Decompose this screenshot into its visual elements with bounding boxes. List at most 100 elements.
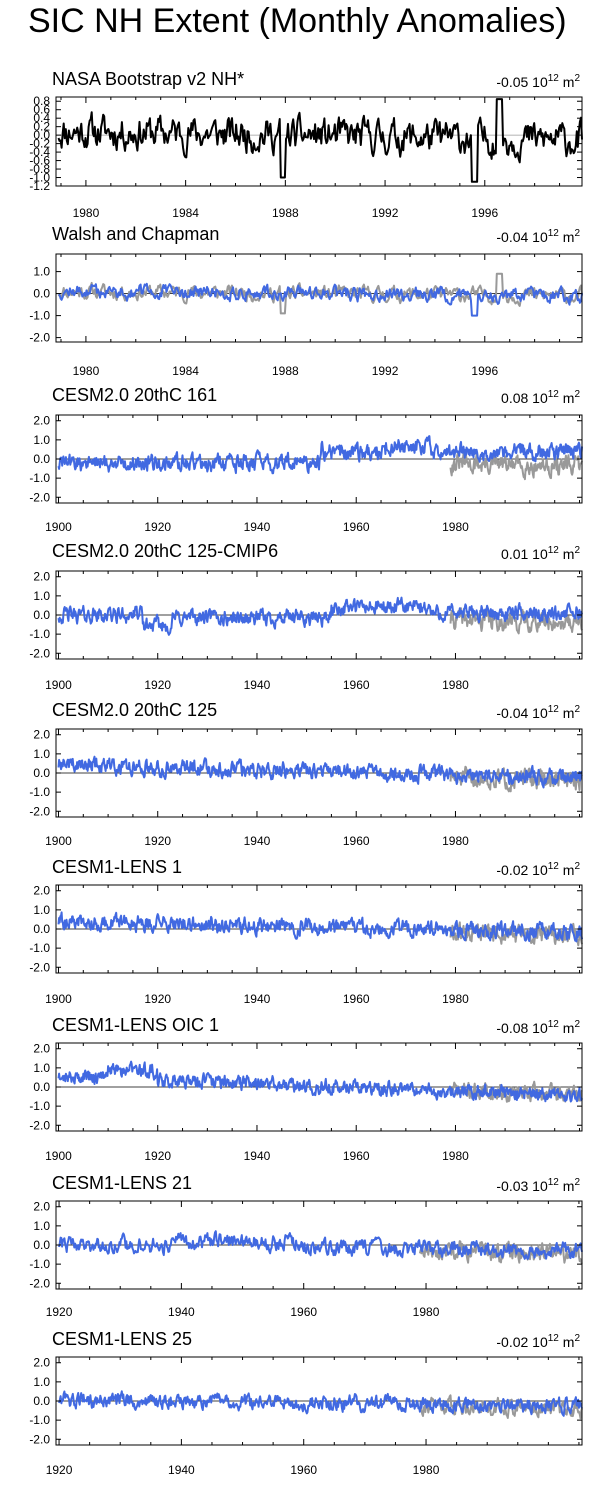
x-tick-label: 1984: [172, 364, 199, 378]
y-tick-label: 1.0: [33, 1219, 50, 1233]
y-tick-label: 1.0: [33, 433, 50, 447]
y-tick-label: 0.6: [33, 103, 50, 117]
x-tick-label: 1920: [144, 1149, 171, 1163]
x-tick-label: 1980: [442, 1149, 469, 1163]
x-tick-label: 1992: [372, 206, 399, 220]
chart-annotation: -0.02 1012 m2: [496, 1333, 580, 1350]
series-line-2: [57, 1060, 583, 1103]
x-tick-label: 1960: [343, 992, 370, 1006]
y-tick-label: 2.0: [33, 1200, 50, 1214]
plot-frame: [55, 253, 583, 343]
y-tick-label: -2.0: [29, 1432, 50, 1446]
chart-title: CESM1-LENS OIC 1: [52, 1015, 219, 1035]
series-line-2: [57, 435, 583, 475]
y-tick-label: 0.0: [33, 766, 50, 780]
y-tick-label: 0.0: [33, 1394, 50, 1408]
chart-annotation: -0.04 1012 m2: [496, 704, 580, 721]
x-tick-label: 1900: [45, 678, 72, 692]
y-tick-label: -0.4: [29, 145, 50, 159]
chart-panel-3: CESM2.0 20thC 161 0.08 1012 m2 2.0 1.0 0.0 -1…: [29, 385, 583, 534]
y-tick-label: 0.4: [33, 111, 50, 125]
x-tick-label: 1900: [45, 992, 72, 1006]
chart-annotation: -0.04 1012 m2: [496, 228, 580, 245]
y-tick-label: -1.0: [29, 941, 50, 955]
y-tick-label: -1.0: [29, 309, 50, 323]
y-tick-label: 0.0: [33, 287, 50, 301]
chart-title: NASA Bootstrap v2 NH*: [52, 69, 244, 89]
y-tick-label: -2.0: [29, 490, 50, 504]
y-tick-label: -1.0: [29, 627, 50, 641]
x-tick-label: 1980: [73, 364, 100, 378]
x-tick-label: 1992: [372, 364, 399, 378]
x-tick-label: 1940: [244, 834, 271, 848]
y-tick-label: 1.0: [33, 1061, 50, 1075]
y-tick-label: 2.0: [33, 414, 50, 428]
y-tick-label: -2.0: [29, 331, 50, 345]
x-tick-label: 1960: [343, 678, 370, 692]
x-tick-label: 1980: [442, 834, 469, 848]
y-tick-label: 1.0: [33, 747, 50, 761]
chart-panel-2: Walsh and Chapman -0.04 1012 m2 1.0 0.0 -1.0…: [29, 224, 583, 378]
x-tick-label: 1940: [244, 1149, 271, 1163]
chart-annotation: -0.03 1012 m2: [496, 1177, 580, 1194]
chart-panel-4: CESM2.0 20thC 125-CMIP6 0.01 1012 m2 2.0 1.…: [29, 541, 583, 692]
y-tick-label: -2.0: [29, 1276, 50, 1290]
y-tick-label: -0.8: [29, 162, 50, 176]
x-tick-label: 1996: [471, 364, 498, 378]
y-tick-label: -2.0: [29, 960, 50, 974]
chart-annotation: -0.05 1012 m2: [496, 73, 580, 90]
series-line-1: [449, 452, 583, 481]
y-tick-label: -2.0: [29, 646, 50, 660]
series-line-2: [57, 911, 583, 943]
chart-annotation: -0.08 1012 m2: [496, 1019, 580, 1036]
x-tick-label: 1940: [244, 992, 271, 1006]
y-tick-label: -1.0: [29, 171, 50, 185]
chart-panel-7: CESM1-LENS OIC 1 -0.08 1012 m2 2.0 1.0 0.0 -1…: [29, 1015, 583, 1163]
plot-frame: [55, 96, 583, 187]
x-tick-label: 1980: [73, 206, 100, 220]
x-tick-label: 1980: [442, 992, 469, 1006]
x-tick-label: 1980: [413, 1305, 440, 1319]
chart-panel-5: CESM2.0 20thC 125 -0.04 1012 m2 2.0 1.0 0.0 -…: [29, 700, 583, 848]
y-tick-label: -1.2: [29, 179, 50, 193]
x-tick-label: 1900: [45, 520, 72, 534]
chart-title: CESM1-LENS 1: [52, 857, 182, 877]
x-tick-label: 1960: [343, 834, 370, 848]
chart-annotation: -0.02 1012 m2: [496, 861, 580, 878]
x-tick-label: 1900: [45, 1149, 72, 1163]
y-tick-label: 0.0: [33, 1080, 50, 1094]
y-tick-label: 2.0: [33, 1042, 50, 1056]
x-tick-label: 1900: [45, 834, 72, 848]
y-tick-label: 2.0: [33, 728, 50, 742]
x-tick-label: 1920: [144, 834, 171, 848]
series-line-2: [58, 282, 583, 317]
y-tick-label: 0.0: [33, 922, 50, 936]
chart-panel-6: CESM1-LENS 1 -0.02 1012 m2 2.0 1.0 0.0 -1.0 -2…: [29, 857, 583, 1006]
y-tick-label: 0.0: [33, 1238, 50, 1252]
y-tick-label: 1.0: [33, 589, 50, 603]
x-tick-label: 1920: [46, 1463, 73, 1477]
chart-panel-8: CESM1-LENS 21 -0.03 1012 m2 2.0 1.0 0.0 -1.0 -…: [29, 1173, 583, 1319]
series-line-2: [57, 755, 583, 789]
series-line-1: [57, 272, 583, 315]
y-tick-label: 2.0: [33, 884, 50, 898]
series-line-2: [58, 1390, 583, 1417]
y-tick-label: -1.0: [29, 1099, 50, 1113]
x-tick-label: 1980: [442, 678, 469, 692]
x-tick-label: 1980: [413, 1463, 440, 1477]
x-tick-label: 1988: [272, 206, 299, 220]
x-tick-label: 1940: [168, 1305, 195, 1319]
y-tick-label: 0.2: [33, 120, 50, 134]
y-tick-label: -1.0: [29, 1413, 50, 1427]
series-line-2: [58, 1230, 583, 1260]
chart-annotation: 0.08 1012 m2: [501, 389, 580, 406]
chart-title: CESM2.0 20thC 161: [52, 385, 217, 405]
x-tick-label: 1920: [144, 520, 171, 534]
y-tick-label: -1.0: [29, 471, 50, 485]
x-tick-label: 1980: [442, 520, 469, 534]
y-tick-label: 1.0: [33, 903, 50, 917]
chart-title: CESM2.0 20thC 125: [52, 700, 217, 720]
x-tick-label: 1920: [144, 678, 171, 692]
